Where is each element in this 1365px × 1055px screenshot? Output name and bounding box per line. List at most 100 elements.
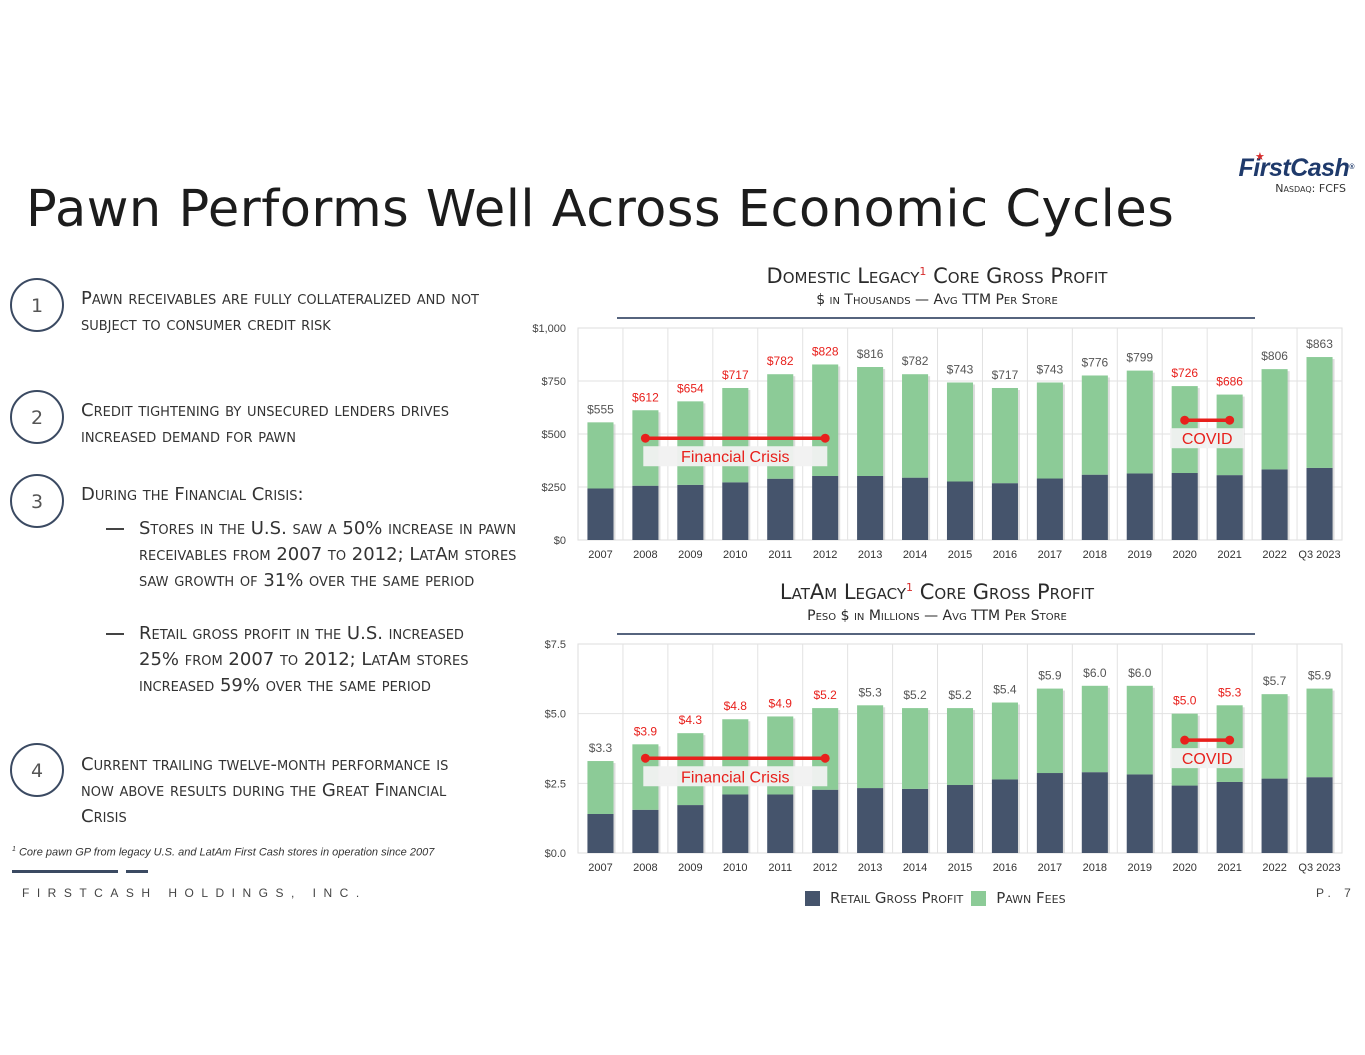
- y-tick-label: $1,000: [532, 323, 566, 335]
- bar-total-label: $5.0: [1173, 694, 1197, 708]
- point-number-4: 4: [10, 743, 64, 797]
- bar-pawn-fees: [1306, 688, 1333, 778]
- bar-retail-gross-profit: [902, 788, 929, 853]
- bar-retail-gross-profit: [632, 809, 659, 853]
- bar-total-label: $5.4: [993, 683, 1017, 697]
- chart-1-title-mark: 1: [919, 265, 927, 278]
- chart-2-title-text: LatAm Legacy: [779, 580, 907, 604]
- bar-pawn-fees: [991, 702, 1018, 780]
- domestic-gross-profit-chart: $0 $250 $500 $750 $1,000 $555 2007 $612 2008 $654…: [532, 323, 1343, 561]
- x-tick-label: 2015: [948, 862, 972, 874]
- y-tick-label: $500: [542, 429, 566, 441]
- x-tick-label: 2022: [1262, 862, 1286, 874]
- bar-pawn-fees: [1261, 369, 1288, 470]
- x-tick-label: 2009: [678, 862, 702, 874]
- bar-pawn-fees: [946, 708, 974, 786]
- y-tick-label: $2.5: [545, 778, 566, 790]
- annotation-marker: [820, 753, 830, 763]
- bar-total-label: $5.2: [948, 688, 972, 702]
- bar-total-label: $806: [1261, 349, 1288, 363]
- bar-retail-gross-profit: [1126, 473, 1153, 540]
- y-tick-label: $0: [554, 535, 566, 547]
- bar-total-label: $3.3: [589, 741, 613, 755]
- bar-retail-gross-profit: [812, 475, 839, 540]
- bar-pawn-fees: [1081, 685, 1108, 773]
- bar-retail-gross-profit: [902, 477, 929, 540]
- bar-retail-gross-profit: [1171, 785, 1198, 853]
- bar-retail-gross-profit: [1261, 469, 1288, 540]
- bar-retail-gross-profit: [1216, 781, 1243, 853]
- point-number-1: 1: [10, 278, 64, 332]
- x-tick-label: 2016: [993, 549, 1017, 561]
- x-tick-label: 2018: [1083, 862, 1107, 874]
- x-tick-label: 2017: [1038, 862, 1062, 874]
- bar-retail-gross-profit: [991, 483, 1018, 540]
- bar-pawn-fees: [1126, 685, 1153, 775]
- footer-divider: [126, 870, 148, 873]
- bar-total-label: $5.9: [1308, 669, 1332, 683]
- annotation-marker: [820, 433, 830, 443]
- chart-legend: Retail Gross Profit Pawn Fees: [805, 889, 1066, 907]
- y-tick-label: $5.0: [545, 709, 566, 721]
- point-3-sub-2: Retail gross profit in the U.S. increase…: [139, 623, 469, 696]
- x-tick-label: 2011: [768, 862, 792, 874]
- bar-pawn-fees: [1261, 694, 1288, 779]
- x-tick-label: 2022: [1262, 549, 1286, 561]
- x-tick-label: 2016: [993, 862, 1017, 874]
- annotation-label-bg: [643, 446, 828, 467]
- bar-total-label: $782: [902, 354, 929, 368]
- bar-pawn-fees: [1126, 370, 1153, 474]
- x-tick-label: 2007: [588, 862, 612, 874]
- bar-retail-gross-profit: [632, 485, 659, 540]
- firstcash-logo: FirstCash Nasdaq: FCFS: [1230, 150, 1354, 195]
- bar-pawn-fees: [902, 708, 929, 789]
- x-tick-label: 2019: [1128, 549, 1152, 561]
- x-tick-label: 2020: [1172, 549, 1196, 561]
- x-tick-label: 2010: [723, 862, 747, 874]
- bar-retail-gross-profit: [991, 779, 1018, 853]
- bar-total-label: $776: [1081, 355, 1108, 369]
- annotation-marker: [1180, 415, 1190, 425]
- x-tick-label: Q3 2023: [1298, 549, 1340, 561]
- chart-1-subtitle: $ in Thousands — Avg TTM Per Store: [816, 292, 1058, 308]
- bar-total-label: $5.7: [1263, 674, 1287, 688]
- point-text-4: Current trailing twelve-month performanc…: [81, 754, 449, 827]
- chart-2-subtitle: Peso $ in Millions — Avg TTM Per Store: [807, 608, 1067, 624]
- bar-total-label: $743: [1037, 362, 1064, 376]
- bar-retail-gross-profit: [1171, 473, 1198, 540]
- y-tick-label: $7.5: [545, 639, 566, 651]
- x-tick-label: 2018: [1083, 549, 1107, 561]
- point-number-2: 2: [10, 390, 64, 444]
- annotation-marker: [1180, 735, 1190, 745]
- bar-total-label: $3.9: [634, 724, 658, 738]
- legend-retail-label: Retail Gross Profit: [830, 889, 964, 907]
- bar-total-label: $717: [992, 368, 1019, 382]
- x-tick-label: 2012: [813, 862, 837, 874]
- bar-total-label: $686: [1216, 375, 1243, 389]
- annotation-marker: [1225, 415, 1235, 425]
- annotation-label: COVID: [1182, 431, 1233, 448]
- bar-retail-gross-profit: [677, 484, 704, 540]
- chart-1-rule: [617, 317, 1255, 319]
- x-tick-label: 2010: [723, 549, 747, 561]
- bar-total-label: $4.3: [679, 713, 703, 727]
- bar-pawn-fees: [1036, 382, 1063, 479]
- x-tick-label: 2021: [1217, 549, 1241, 561]
- bar-total-label: $6.0: [1083, 666, 1107, 680]
- bar-retail-gross-profit: [1081, 772, 1108, 853]
- bar-total-label: $555: [587, 402, 614, 416]
- x-tick-label: 2021: [1217, 862, 1241, 874]
- bar-pawn-fees: [722, 387, 749, 483]
- bar-total-label: $612: [632, 390, 659, 404]
- x-tick-label: Q3 2023: [1298, 862, 1340, 874]
- annotation-label-bg: [643, 766, 828, 787]
- bar-retail-gross-profit: [1306, 467, 1333, 540]
- bar-pawn-fees: [946, 382, 974, 482]
- bar-retail-gross-profit: [1216, 475, 1243, 540]
- x-tick-label: 2017: [1038, 549, 1062, 561]
- y-tick-label: $750: [542, 376, 566, 388]
- bar-retail-gross-profit: [812, 789, 839, 853]
- x-tick-label: 2008: [633, 549, 657, 561]
- bar-pawn-fees: [677, 401, 704, 485]
- x-tick-label: 2009: [678, 549, 702, 561]
